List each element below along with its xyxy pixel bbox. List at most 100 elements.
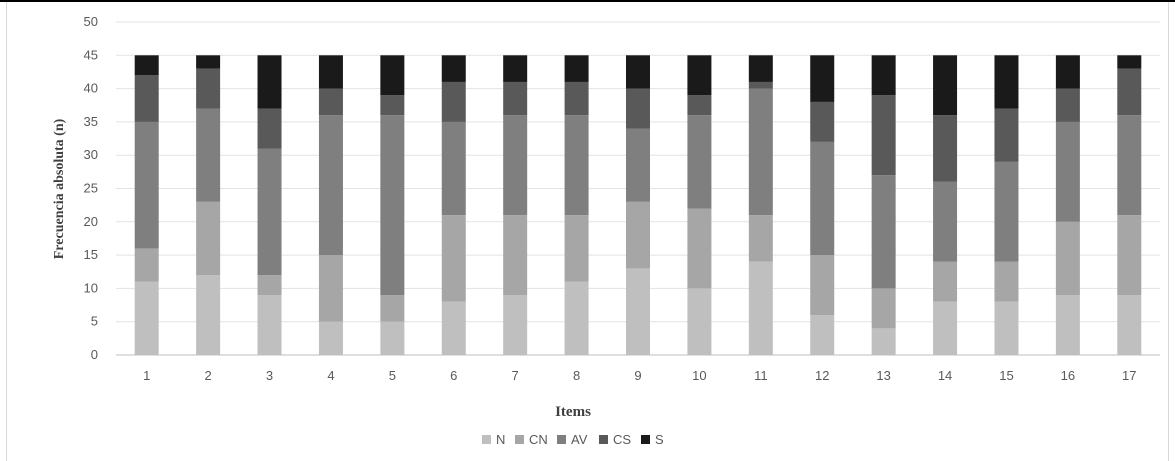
y-tick-label: 35 <box>84 114 98 129</box>
bar-segment-s <box>257 55 282 109</box>
y-tick-label: 10 <box>84 280 98 295</box>
bar-segment-n <box>503 295 528 355</box>
bar-segment-s <box>196 55 221 69</box>
bar-segment-n <box>748 261 773 355</box>
bar-segment-s <box>441 55 466 82</box>
legend-label: N <box>496 432 505 447</box>
bar-segment-s <box>626 55 650 89</box>
legend-swatch <box>515 435 524 444</box>
bar-segment-cs <box>626 88 650 129</box>
x-tick-label: 17 <box>1122 368 1136 383</box>
x-tick-label: 16 <box>1061 368 1075 383</box>
bar-segment-n <box>196 275 221 355</box>
bar-segment-n <box>134 281 159 355</box>
x-tick-label: 8 <box>573 368 580 383</box>
bar-segment-s <box>871 55 896 96</box>
bar-segment-n <box>441 301 466 355</box>
x-tick-label: 15 <box>999 368 1013 383</box>
bar-segment-cn <box>871 288 896 329</box>
bar-segment-cs <box>687 95 712 116</box>
bar-segment-cs <box>748 81 773 89</box>
bar-segment-cs <box>441 81 466 122</box>
bar-segment-cs <box>380 95 405 116</box>
bar-segment-n <box>626 268 650 355</box>
bar-segment-n <box>994 301 1019 355</box>
x-tick-label: 9 <box>634 368 641 383</box>
bar-segment-av <box>748 88 773 216</box>
legend-label: CN <box>529 432 548 447</box>
bar-segment-s <box>687 55 712 96</box>
bar-segment-cs <box>134 75 159 122</box>
x-tick-label: 11 <box>754 368 768 383</box>
bar-segment-s <box>318 55 343 89</box>
legend-label: CS <box>613 432 631 447</box>
y-tick-label: 30 <box>84 147 98 162</box>
bar-segment-av <box>1055 121 1080 222</box>
bar-segment-cs <box>933 115 958 182</box>
y-tick-label: 50 <box>84 14 98 29</box>
bar-segment-av <box>318 115 343 256</box>
x-axis-ticks: 1 2 3 4 5 6 7 8 9 10 11 12 13 14 15 16 17 <box>143 368 1136 383</box>
bar-segment-cn <box>1117 215 1142 296</box>
legend-label: S <box>655 432 664 447</box>
bar-segment-cn <box>196 201 221 276</box>
left-border-line <box>6 2 7 461</box>
bar-segment-av <box>994 161 1019 262</box>
bar-segment-s <box>933 55 958 116</box>
right-border-line <box>1168 2 1169 461</box>
y-tick-label: 45 <box>84 47 98 62</box>
bar-segment-av <box>196 108 221 202</box>
bar-segment-cn <box>810 255 835 316</box>
top-border-line <box>0 0 1175 2</box>
y-tick-label: 5 <box>91 314 98 329</box>
bar-segment-s <box>748 55 773 82</box>
bar-segment-cs <box>503 81 528 116</box>
bar-segment-cs <box>810 101 835 142</box>
bar-segment-cs <box>1055 88 1080 122</box>
bar-segment-cs <box>318 88 343 116</box>
legend-swatch <box>557 435 566 444</box>
bar-segment-cn <box>626 201 650 269</box>
bar-segment-n <box>871 328 896 355</box>
y-tick-label: 15 <box>84 247 98 262</box>
bar-segment-s <box>994 55 1019 109</box>
bar-segment-s <box>503 55 528 82</box>
legend-label: AV <box>571 432 588 447</box>
bar-segment-av <box>933 181 958 262</box>
bar-segment-cn <box>134 248 159 282</box>
bar-segment-s <box>1055 55 1080 89</box>
bar-segment-av <box>626 128 650 202</box>
bar-segment-cn <box>564 215 589 282</box>
x-tick-label: 6 <box>450 368 457 383</box>
x-tick-label: 2 <box>205 368 212 383</box>
bar-segment-n <box>687 288 712 355</box>
bars <box>134 55 1142 355</box>
x-tick-label: 4 <box>327 368 334 383</box>
bar-segment-cs <box>196 68 221 109</box>
legend: N CN AV CS S <box>482 432 664 447</box>
bar-segment-cn <box>318 255 343 322</box>
bar-segment-cs <box>994 108 1019 162</box>
bar-segment-cn <box>380 295 405 322</box>
legend-swatch <box>641 435 650 444</box>
bar-segment-cn <box>257 275 282 296</box>
bar-segment-av <box>687 115 712 209</box>
x-tick-label: 12 <box>815 368 829 383</box>
bar-segment-cn <box>441 215 466 302</box>
bar-segment-n <box>1117 295 1142 355</box>
y-axis-ticks: 0 5 10 15 20 25 30 35 40 45 50 <box>84 14 98 362</box>
x-axis-title: Items <box>555 404 591 420</box>
bar-segment-cs <box>564 81 589 116</box>
x-tick-label: 1 <box>143 368 150 383</box>
bar-segment-cs <box>871 95 896 176</box>
bar-segment-n <box>1055 295 1080 355</box>
y-tick-label: 0 <box>91 347 98 362</box>
bar-segment-n <box>564 281 589 355</box>
bar-segment-av <box>810 141 835 256</box>
bar-segment-cn <box>687 208 712 289</box>
bar-segment-s <box>564 55 589 82</box>
bar-segment-n <box>933 301 958 355</box>
bar-segment-cn <box>748 215 773 262</box>
bar-segment-s <box>380 55 405 96</box>
